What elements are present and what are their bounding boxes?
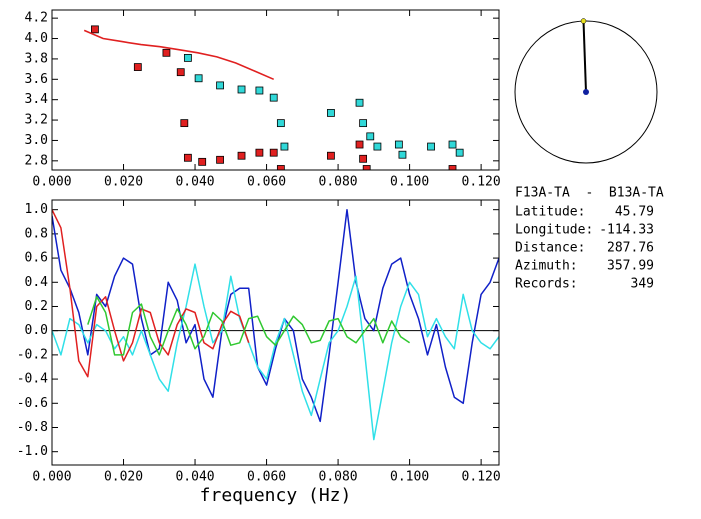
y-tick-label: -0.8 <box>17 420 48 435</box>
azimuth-line <box>582 21 587 93</box>
y-tick-label: -0.6 <box>17 396 48 411</box>
square-marker <box>355 140 364 149</box>
y-tick-label: 3.4 <box>25 92 49 107</box>
info-value: 349 <box>631 277 654 292</box>
y-tick-label: -0.4 <box>17 372 48 387</box>
square-marker <box>362 165 371 170</box>
x-tick-label: 0.020 <box>104 470 143 485</box>
square-marker <box>162 48 171 57</box>
square-marker <box>198 157 207 166</box>
series-line <box>52 209 250 378</box>
square-marker <box>183 153 192 162</box>
x-tick-label: 0.100 <box>390 175 429 190</box>
x-tick-label: 0.000 <box>32 175 71 190</box>
square-marker <box>255 148 264 157</box>
x-axis-label: frequency (Hz) <box>200 485 352 506</box>
square-marker <box>327 109 335 117</box>
y-tick-label: 3.0 <box>25 133 48 148</box>
info-label: Longitude: <box>515 223 593 238</box>
info-value: 287.76 <box>607 241 654 256</box>
series-line <box>87 296 411 356</box>
square-marker <box>448 165 457 170</box>
info-label: Latitude: <box>515 205 585 220</box>
square-marker <box>237 85 246 94</box>
series-line <box>52 208 499 423</box>
square-marker <box>91 25 99 34</box>
y-tick-label: -0.2 <box>17 347 48 362</box>
square-marker <box>183 53 192 62</box>
x-tick-label: 0.060 <box>247 470 286 485</box>
square-marker <box>366 132 375 141</box>
x-tick-label: 0.060 <box>247 175 286 190</box>
square-marker <box>448 140 457 149</box>
y-tick-label: 0.2 <box>25 299 48 314</box>
square-marker <box>255 86 264 95</box>
square-marker <box>216 81 224 90</box>
x-tick-label: 0.120 <box>462 175 501 190</box>
info-value: 357.99 <box>607 259 654 274</box>
y-tick-label: 4.0 <box>25 31 48 46</box>
plot-frame <box>51 9 500 171</box>
y-tick-label: 1.0 <box>25 202 48 217</box>
square-marker <box>276 165 285 170</box>
square-marker <box>194 74 203 83</box>
y-tick-label: 3.2 <box>25 113 48 128</box>
x-tick-label: 0.120 <box>462 470 501 485</box>
y-tick-label: -1.0 <box>17 444 48 459</box>
x-tick-label: 0.020 <box>104 175 143 190</box>
square-marker <box>176 68 185 77</box>
square-marker <box>355 98 364 107</box>
y-tick-label: 0.4 <box>25 275 49 290</box>
curve <box>83 29 275 81</box>
square-marker <box>359 154 368 163</box>
y-tick-label: 0.0 <box>25 323 48 338</box>
square-marker <box>216 155 224 164</box>
info-label: Distance: <box>515 241 585 256</box>
square-marker <box>133 63 142 71</box>
square-marker <box>269 93 278 102</box>
square-marker <box>280 142 289 151</box>
y-tick-label: 4.2 <box>25 11 48 26</box>
square-marker <box>427 142 435 151</box>
y-tick-label: 3.8 <box>25 51 48 66</box>
y-tick-label: 0.8 <box>25 226 48 241</box>
x-tick-label: 0.080 <box>319 470 358 485</box>
info-label: Azimuth: <box>515 259 578 274</box>
square-marker <box>373 142 382 151</box>
station-pair: F13A-TA - B13A-TA <box>515 186 664 201</box>
info-label: Records: <box>515 277 578 292</box>
x-tick-label: 0.100 <box>390 470 429 485</box>
info-value: -114.33 <box>599 223 654 238</box>
square-marker <box>180 119 189 128</box>
square-marker <box>327 151 335 160</box>
x-tick-label: 0.080 <box>319 175 358 190</box>
info-value: 45.79 <box>615 205 654 220</box>
x-tick-label: 0.000 <box>32 470 71 485</box>
x-tick-label: 0.040 <box>175 175 214 190</box>
station-end <box>580 18 587 24</box>
square-marker <box>276 119 285 128</box>
y-tick-label: 2.8 <box>25 153 48 168</box>
square-marker <box>237 151 246 160</box>
plot-frame <box>51 199 500 466</box>
square-marker <box>455 148 464 157</box>
station-center <box>583 89 589 95</box>
y-tick-label: 0.6 <box>25 251 48 266</box>
y-tick-label: 3.6 <box>25 72 48 87</box>
x-tick-label: 0.040 <box>175 470 214 485</box>
square-marker <box>394 140 403 149</box>
square-marker <box>398 150 407 159</box>
square-marker <box>269 148 278 157</box>
square-marker <box>359 119 368 128</box>
